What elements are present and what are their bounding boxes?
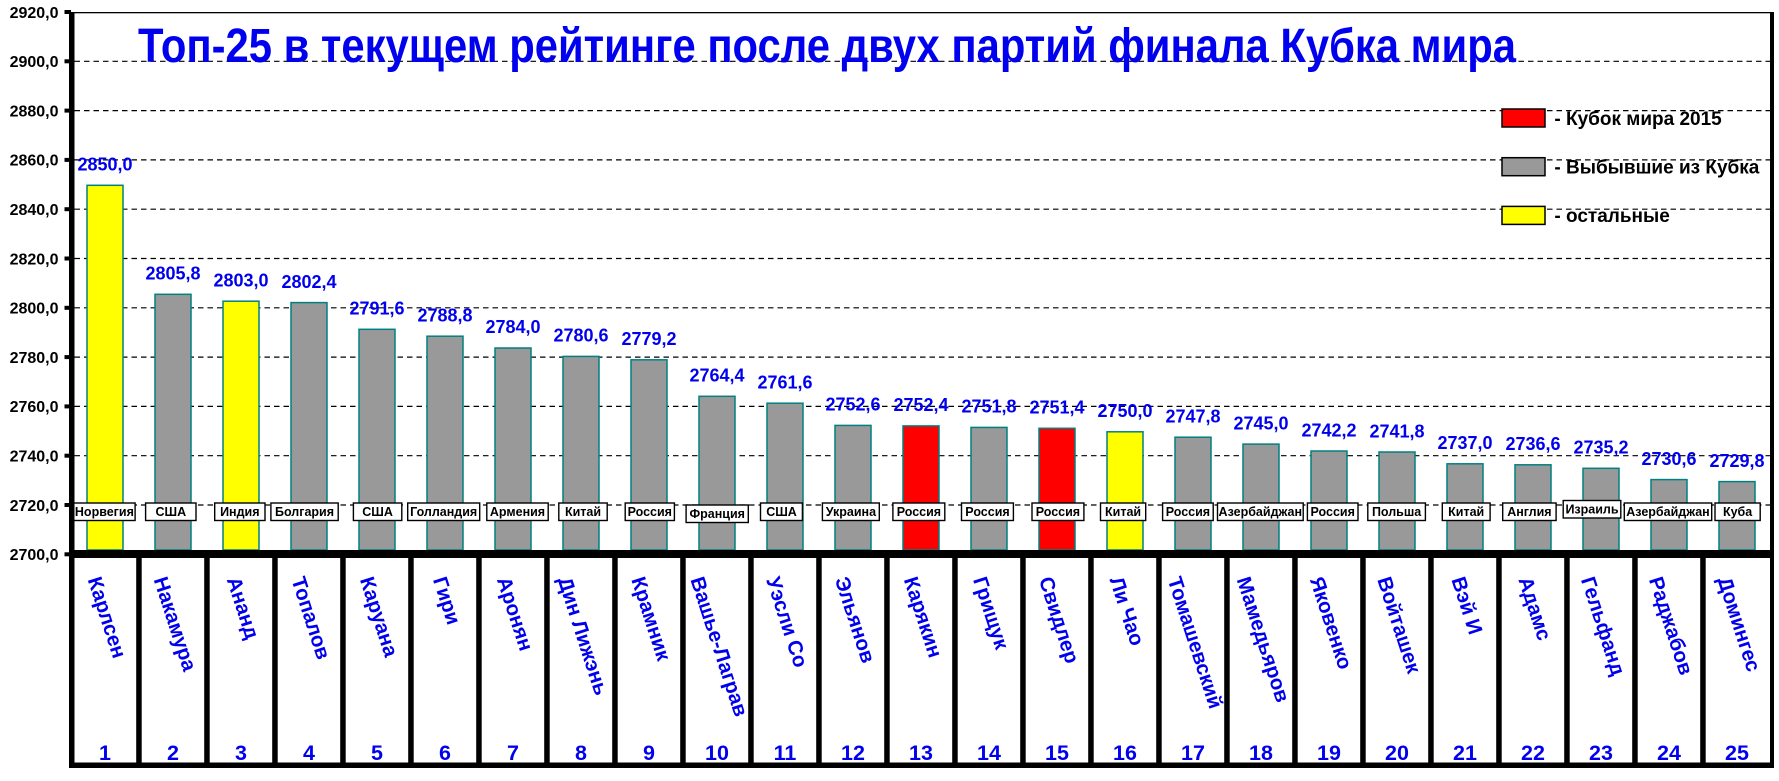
svg-text:США: США [766,505,797,519]
svg-text:1: 1 [99,741,111,765]
svg-text:6: 6 [439,741,451,765]
svg-text:2761,6: 2761,6 [757,373,812,393]
svg-text:3: 3 [235,741,247,765]
svg-text:Индия: Индия [220,505,259,519]
svg-text:Китай: Китай [1105,505,1141,519]
svg-text:13: 13 [909,741,933,765]
svg-text:2700,0: 2700,0 [10,547,59,564]
svg-text:14: 14 [977,741,1001,765]
svg-text:Китай: Китай [565,505,601,519]
svg-text:2802,4: 2802,4 [281,272,336,292]
svg-text:Голландия: Голландия [410,505,477,519]
svg-text:Россия: Россия [1166,505,1210,519]
svg-text:Англия: Англия [1507,505,1551,519]
svg-text:2900,0: 2900,0 [10,54,59,71]
svg-text:24: 24 [1657,741,1681,765]
svg-text:Китай: Китай [1448,505,1484,519]
svg-text:2740,0: 2740,0 [10,449,59,466]
svg-text:2780,0: 2780,0 [10,350,59,367]
svg-text:2720,0: 2720,0 [10,498,59,515]
svg-text:Топ-25 в текущем рейтинге посл: Топ-25 в текущем рейтинге после двух пар… [138,20,1516,73]
svg-text:США: США [362,505,393,519]
svg-text:- Кубок мира 2015: - Кубок мира 2015 [1554,109,1722,130]
svg-text:Россия: Россия [628,505,672,519]
svg-text:Польша: Польша [1372,505,1422,519]
svg-text:2805,8: 2805,8 [145,264,200,284]
svg-text:20: 20 [1385,741,1409,765]
svg-text:11: 11 [774,741,797,765]
svg-text:Азербайджан: Азербайджан [1626,505,1709,519]
svg-text:Израиль: Израиль [1565,503,1618,517]
svg-text:18: 18 [1249,741,1273,765]
svg-text:23: 23 [1589,741,1613,765]
svg-text:2791,6: 2791,6 [349,299,404,319]
svg-text:2752,6: 2752,6 [825,395,880,415]
svg-text:Куба: Куба [1723,505,1753,519]
svg-text:2784,0: 2784,0 [485,317,540,337]
svg-text:19: 19 [1317,741,1341,765]
svg-text:- остальные: - остальные [1554,206,1669,227]
svg-text:2730,6: 2730,6 [1641,449,1696,469]
svg-text:США: США [155,505,186,519]
svg-text:2737,0: 2737,0 [1437,433,1492,453]
svg-text:2752,4: 2752,4 [893,395,948,415]
svg-text:2860,0: 2860,0 [10,153,59,170]
svg-text:Россия: Россия [1311,505,1355,519]
svg-text:22: 22 [1521,741,1545,765]
svg-text:25: 25 [1725,741,1749,765]
svg-text:2780,6: 2780,6 [553,326,608,346]
svg-text:2729,8: 2729,8 [1709,451,1764,471]
svg-text:2779,2: 2779,2 [621,329,676,349]
svg-text:Россия: Россия [1036,505,1080,519]
svg-text:Россия: Россия [965,505,1009,519]
svg-text:Франция: Франция [689,507,744,521]
svg-text:2788,8: 2788,8 [417,305,472,325]
svg-text:2800,0: 2800,0 [10,301,59,318]
svg-text:2760,0: 2760,0 [10,399,59,416]
svg-text:9: 9 [643,741,655,765]
svg-text:15: 15 [1045,741,1069,765]
svg-text:7: 7 [507,741,519,765]
svg-text:2803,0: 2803,0 [213,270,268,290]
svg-text:2764,4: 2764,4 [689,366,744,386]
svg-text:21: 21 [1453,741,1477,765]
svg-text:2736,6: 2736,6 [1505,434,1560,454]
svg-text:Армения: Армения [490,505,545,519]
svg-text:Украина: Украина [826,505,877,519]
svg-text:2742,2: 2742,2 [1301,420,1356,440]
svg-text:- Выбывшие из Кубка: - Выбывшие из Кубка [1554,158,1759,179]
svg-text:2745,0: 2745,0 [1233,413,1288,433]
svg-text:16: 16 [1113,741,1137,765]
svg-text:2880,0: 2880,0 [10,103,59,120]
svg-text:2741,8: 2741,8 [1369,421,1424,441]
svg-text:Россия: Россия [897,505,941,519]
svg-text:8: 8 [575,741,587,765]
svg-text:2840,0: 2840,0 [10,202,59,219]
svg-text:2747,8: 2747,8 [1165,407,1220,427]
svg-text:12: 12 [841,741,865,765]
svg-text:Азербайджан: Азербайджан [1219,505,1302,519]
svg-text:Норвегия: Норвегия [75,505,134,519]
svg-text:17: 17 [1181,741,1205,765]
svg-text:2751,8: 2751,8 [961,397,1016,417]
svg-text:Болгария: Болгария [275,505,334,519]
svg-text:4: 4 [303,741,315,765]
svg-text:2920,0: 2920,0 [10,5,59,22]
svg-text:2750,0: 2750,0 [1097,401,1152,421]
svg-text:2850,0: 2850,0 [77,155,132,175]
svg-text:5: 5 [371,741,383,765]
svg-text:2820,0: 2820,0 [10,251,59,268]
svg-text:10: 10 [705,741,729,765]
svg-text:2: 2 [167,741,179,765]
svg-text:2751,4: 2751,4 [1029,398,1084,418]
svg-text:2735,2: 2735,2 [1573,438,1628,458]
